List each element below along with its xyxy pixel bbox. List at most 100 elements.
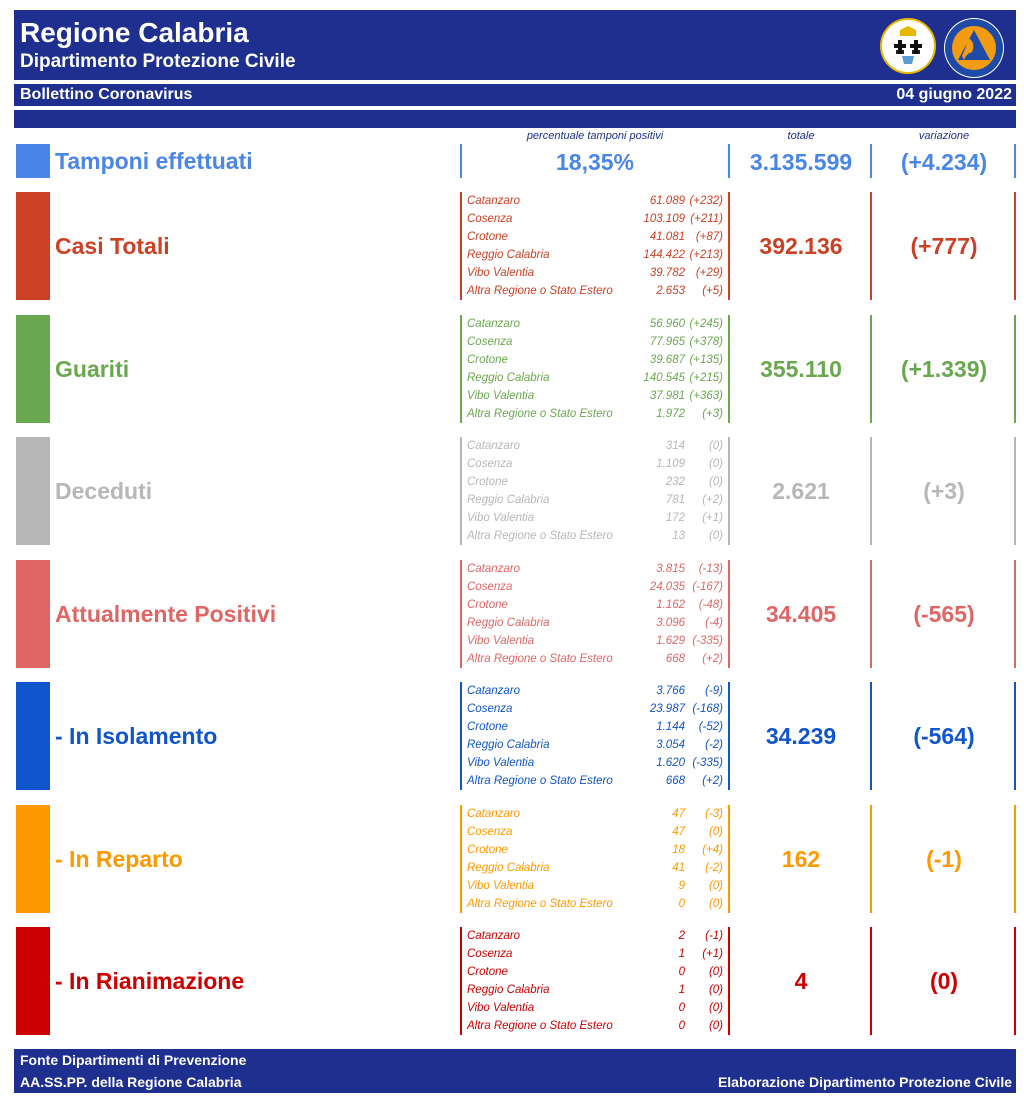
province-list: Catanzaro 56.960 (+245) Cosenza 77.965 (+378)… <box>467 315 737 423</box>
province-value: 314 <box>665 440 685 452</box>
province-variation: (+2) <box>702 775 723 787</box>
province-value: 1.162 <box>656 599 685 611</box>
province-value: 3.096 <box>656 617 685 629</box>
province-value: 781 <box>665 494 685 506</box>
province-row: Cosenza 23.987 (-168) <box>467 700 737 718</box>
section-total: 4 <box>794 968 808 994</box>
province-row: Crotone 1.144 (-52) <box>467 718 737 736</box>
province-row: Vibo Valentia 0 (0) <box>467 999 737 1017</box>
section-label: - In Rianimazione <box>55 968 245 994</box>
province-value: 103.109 <box>643 213 685 225</box>
province-variation: (0) <box>708 530 723 542</box>
section-swatch <box>16 560 50 668</box>
province-variation: (0) <box>708 880 723 892</box>
province-variation: (+2) <box>702 494 723 506</box>
province-variation: (0) <box>708 458 723 470</box>
province-value: 47 <box>672 826 685 838</box>
section-total: 34.405 <box>765 601 837 627</box>
divider <box>1014 682 1016 790</box>
province-row: Catanzaro 3.815 (-13) <box>467 560 737 578</box>
province-variation: (0) <box>708 440 723 452</box>
column-header-percent: percentuale tamponi positivi <box>526 130 664 142</box>
province-variation: (+135) <box>689 354 723 366</box>
province-name: Catanzaro <box>467 808 521 820</box>
province-list: Catanzaro 2 (-1) Cosenza 1 (+1) Crotone 0 (0) Reg… <box>467 927 737 1035</box>
province-value: 39.687 <box>649 354 685 366</box>
province-variation: (-335) <box>692 635 723 647</box>
section-label: - In Isolamento <box>55 723 218 749</box>
province-name: Reggio Calabria <box>467 862 550 874</box>
footer-source: Fonte Dipartimenti di Prevenzione <box>20 1052 247 1068</box>
divider <box>870 560 872 668</box>
province-name: Crotone <box>467 844 508 856</box>
divider <box>460 682 462 790</box>
separator-bar <box>14 110 1016 128</box>
province-value: 144.422 <box>643 249 685 261</box>
province-value: 668 <box>665 775 685 787</box>
province-name: Vibo Valentia <box>467 512 535 524</box>
province-name: Reggio Calabria <box>467 984 550 996</box>
province-list: Catanzaro 3.815 (-13) Cosenza 24.035 (-167) Cr… <box>467 560 737 668</box>
province-name: Cosenza <box>467 948 513 960</box>
divider <box>870 144 872 178</box>
regione-calabria-logo <box>880 18 936 74</box>
province-variation: (+3) <box>702 408 723 420</box>
section-swatch <box>16 437 50 545</box>
province-value: 41.081 <box>649 231 685 243</box>
section-swatch <box>16 192 50 300</box>
divider <box>728 437 730 545</box>
province-value: 2 <box>678 930 685 942</box>
province-variation: (+1) <box>702 512 723 524</box>
province-row: Altra Regione o Stato Estero 0 (0) <box>467 1017 737 1035</box>
province-value: 23.987 <box>649 703 685 715</box>
divider <box>728 192 730 300</box>
divider <box>870 192 872 300</box>
province-row: Altra Regione o Stato Estero 2.653 (+5) <box>467 282 737 300</box>
province-row: Reggio Calabria 140.545 (+215) <box>467 369 737 387</box>
province-variation: (-335) <box>692 757 723 769</box>
divider <box>1014 805 1016 913</box>
section-variation: (+3) <box>923 478 965 504</box>
province-name: Vibo Valentia <box>467 267 535 279</box>
section-label: Deceduti <box>55 478 153 504</box>
province-list: Catanzaro 3.766 (-9) Cosenza 23.987 (-168) Cro… <box>467 682 737 790</box>
province-value: 24.035 <box>649 581 685 593</box>
province-value: 37.981 <box>649 390 685 402</box>
section-total: 355.110 <box>760 356 842 382</box>
section-swatch <box>16 927 50 1035</box>
province-name: Crotone <box>467 599 508 611</box>
province-row: Altra Regione o Stato Estero 1.972 (+3) <box>467 405 737 423</box>
province-value: 1.972 <box>656 408 685 420</box>
province-row: Cosenza 24.035 (-167) <box>467 578 737 596</box>
column-header-variation: variazione <box>918 130 970 142</box>
province-value: 18 <box>672 844 685 856</box>
section-variation: (-1) <box>926 846 962 872</box>
province-row: Cosenza 77.965 (+378) <box>467 333 737 351</box>
section-label: Attualmente Positivi <box>55 601 277 627</box>
province-variation: (0) <box>708 1002 723 1014</box>
province-value: 9 <box>678 880 685 892</box>
province-row: Vibo Valentia 9 (0) <box>467 877 737 895</box>
province-name: Altra Regione o Stato Estero <box>467 285 613 297</box>
province-value: 47 <box>672 808 685 820</box>
province-name: Reggio Calabria <box>467 739 550 751</box>
divider <box>460 192 462 300</box>
bulletin-bar <box>14 84 1016 106</box>
section-label: - In Reparto <box>55 846 183 872</box>
province-name: Cosenza <box>467 336 513 348</box>
province-row: Cosenza 1.109 (0) <box>467 455 737 473</box>
divider <box>460 437 462 545</box>
province-row: Altra Regione o Stato Estero 668 (+2) <box>467 650 737 668</box>
province-value: 232 <box>665 476 685 488</box>
province-row: Reggio Calabria 3.096 (-4) <box>467 614 737 632</box>
province-name: Vibo Valentia <box>467 635 535 647</box>
province-name: Altra Regione o Stato Estero <box>467 653 613 665</box>
divider <box>728 315 730 423</box>
province-variation: (+378) <box>689 336 723 348</box>
divider <box>460 927 462 1035</box>
province-value: 3.766 <box>656 685 685 697</box>
province-row: Vibo Valentia 172 (+1) <box>467 509 737 527</box>
bulletin-date: 04 giugno 2022 <box>896 86 1012 103</box>
province-value: 1.620 <box>656 757 685 769</box>
divider <box>1014 192 1016 300</box>
